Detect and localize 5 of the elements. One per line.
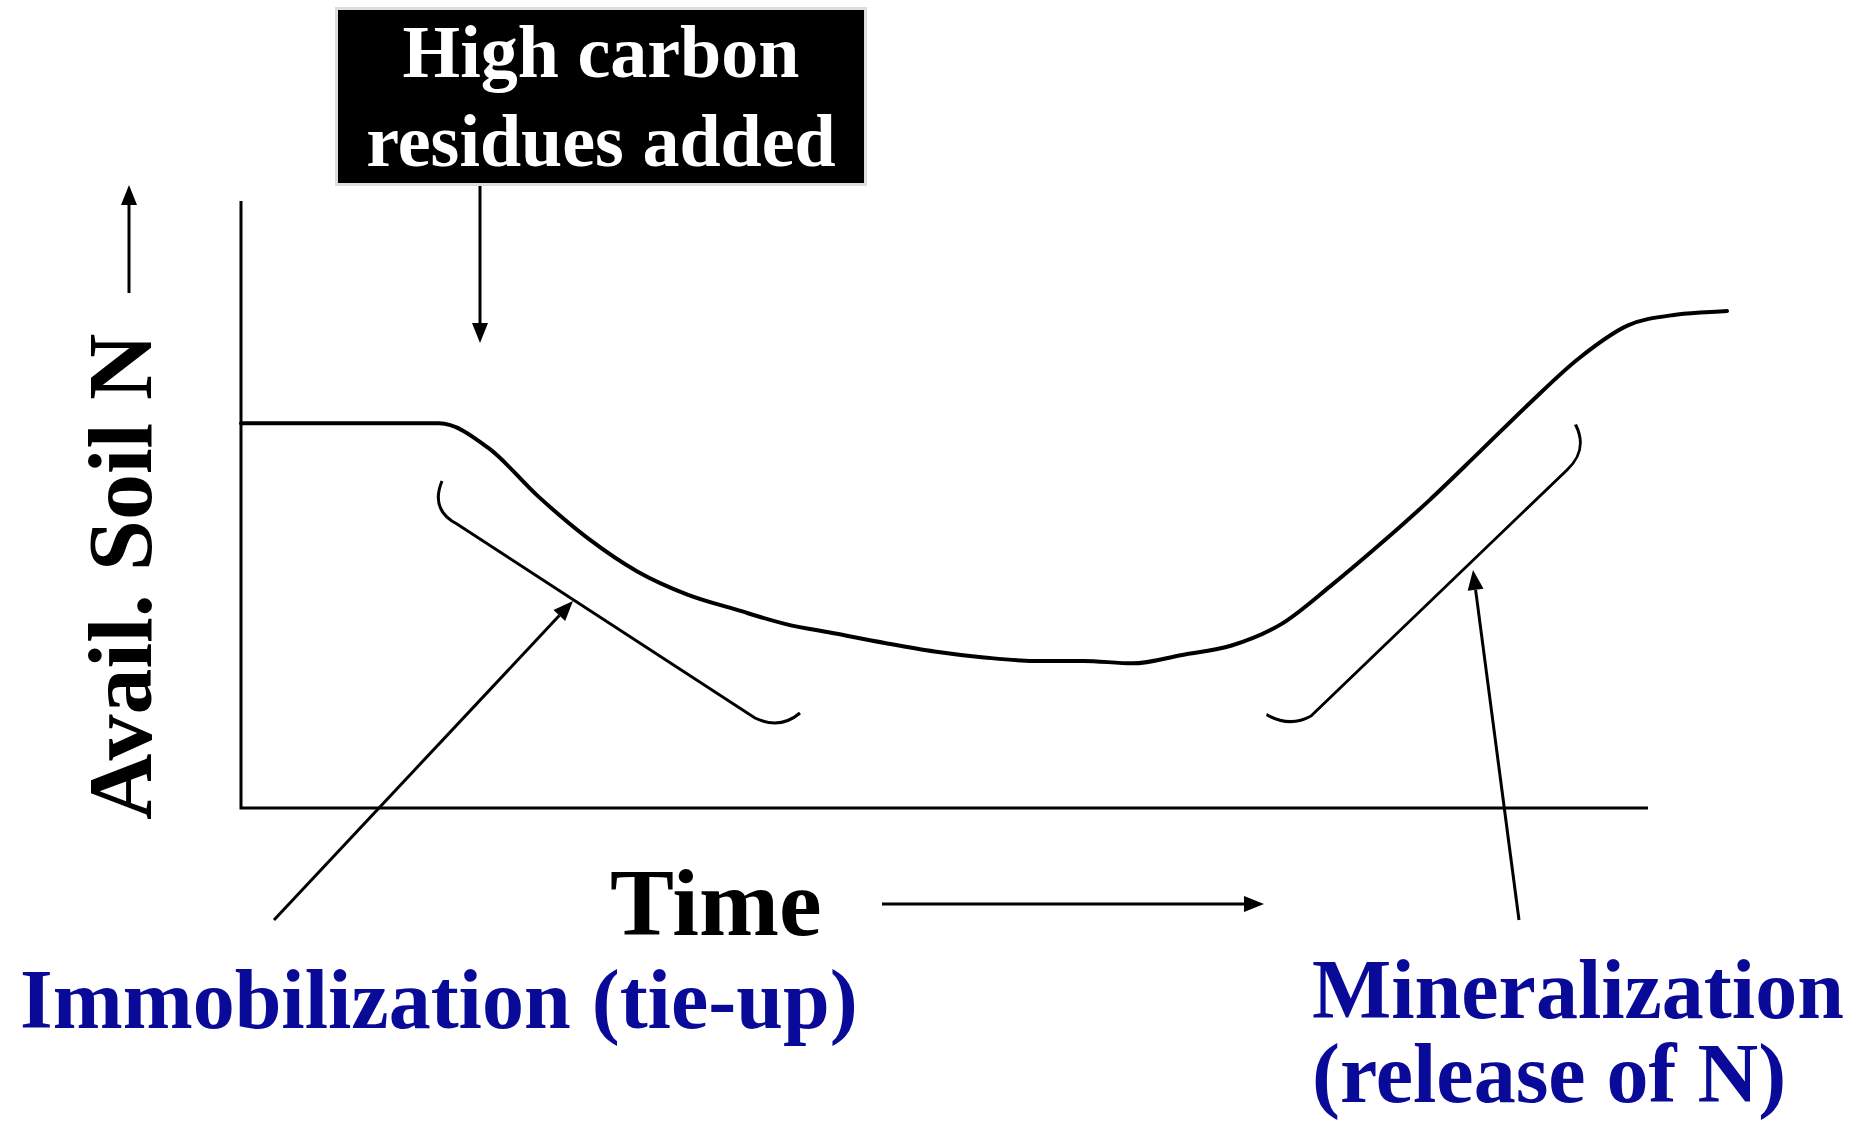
text: Mineralization (release of N) [1312, 943, 1845, 1120]
text: Immobilization (tie-up) [20, 953, 858, 1046]
x-axis-title: Time [610, 849, 822, 956]
text: High carbon residues added [338, 10, 864, 183]
y-axis-title: Avail. Soil N [69, 333, 171, 820]
